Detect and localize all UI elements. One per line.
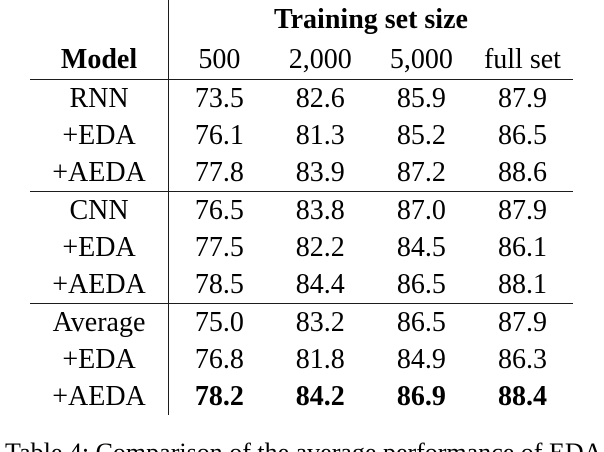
row-label: +AEDA <box>30 154 169 192</box>
column-header: full set <box>471 40 573 80</box>
table-row: CNN 76.5 83.8 87.0 87.9 <box>30 191 573 229</box>
value-cell: 84.2 <box>295 380 345 412</box>
value-cell: 81.8 <box>295 343 345 375</box>
row-label: Average <box>30 303 169 341</box>
value-cell: 87.0 <box>396 194 446 226</box>
value-cell: 86.9 <box>396 380 446 412</box>
column-header: 500 <box>168 40 270 80</box>
table-title: Training set size <box>274 4 468 35</box>
results-table: Training set size Model 500 2,000 5,000 … <box>30 0 573 415</box>
table-row: +AEDA 78.5 84.4 86.5 88.1 <box>30 266 573 304</box>
value-cell: 78.2 <box>194 380 244 412</box>
value-cell: 77.5 <box>194 231 244 263</box>
value-cell: 84.9 <box>396 343 446 375</box>
value-cell: 86.3 <box>497 343 547 375</box>
value-cell: 87.9 <box>497 82 547 114</box>
table-row: +EDA 77.5 82.2 84.5 86.1 <box>30 229 573 266</box>
value-cell: 85.2 <box>396 119 446 151</box>
row-label: +EDA <box>30 229 169 266</box>
value-cell: 83.8 <box>295 194 345 226</box>
column-header: 2,000 <box>269 40 371 80</box>
row-label: +AEDA <box>30 266 169 304</box>
table-row: +EDA 76.8 81.8 84.9 86.3 <box>30 341 573 378</box>
value-cell: 82.2 <box>295 231 345 263</box>
table-row: RNN 73.5 82.6 85.9 87.9 <box>30 79 573 117</box>
table-row: Average 75.0 83.2 86.5 87.9 <box>30 303 573 341</box>
row-label: CNN <box>30 191 169 229</box>
table-row: +AEDA 78.2 84.2 86.9 88.4 <box>30 378 573 415</box>
value-cell: 81.3 <box>295 119 345 151</box>
value-cell: 83.2 <box>295 306 345 338</box>
table-row: Model 500 2,000 5,000 full set <box>30 40 573 80</box>
value-cell: 86.5 <box>370 266 472 304</box>
empty-corner-cell <box>30 0 169 40</box>
row-label: +AEDA <box>30 378 169 415</box>
table-caption: Table 4: Comparison of the average perfo… <box>5 440 604 452</box>
value-cell: 76.1 <box>194 119 244 151</box>
value-cell: 84.5 <box>396 231 446 263</box>
value-cell: 82.6 <box>295 82 345 114</box>
value-cell: 84.4 <box>269 266 371 304</box>
row-label: RNN <box>30 79 169 117</box>
value-cell: 87.9 <box>497 194 547 226</box>
row-label: +EDA <box>30 117 169 154</box>
table-row: Training set size <box>30 0 573 40</box>
column-header: 5,000 <box>370 40 472 80</box>
value-cell: 86.1 <box>497 231 547 263</box>
value-cell: 87.9 <box>497 306 547 338</box>
value-cell: 83.9 <box>269 154 371 192</box>
value-cell: 87.2 <box>370 154 472 192</box>
value-cell: 76.5 <box>194 194 244 226</box>
column-header-model: Model <box>30 40 169 80</box>
value-cell: 86.5 <box>396 306 446 338</box>
table-row: +EDA 76.1 81.3 85.2 86.5 <box>30 117 573 154</box>
value-cell: 86.5 <box>497 119 547 151</box>
value-cell: 76.8 <box>194 343 244 375</box>
value-cell: 88.1 <box>471 266 573 304</box>
value-cell: 85.9 <box>396 82 446 114</box>
value-cell: 88.4 <box>497 380 547 412</box>
value-cell: 78.5 <box>168 266 270 304</box>
value-cell: 77.8 <box>168 154 270 192</box>
row-label: +EDA <box>30 341 169 378</box>
value-cell: 73.5 <box>194 82 244 114</box>
table-row: +AEDA 77.8 83.9 87.2 88.6 <box>30 154 573 192</box>
value-cell: 75.0 <box>194 306 244 338</box>
value-cell: 88.6 <box>471 154 573 192</box>
